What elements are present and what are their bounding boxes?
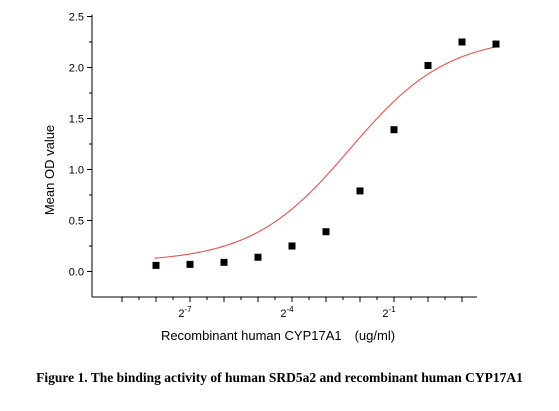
data-point <box>424 61 432 69</box>
data-point <box>390 126 398 134</box>
y-tick-label: 2.0 <box>69 63 84 75</box>
data-point <box>356 187 364 195</box>
data-point <box>152 261 160 269</box>
y-tick-label: 1.0 <box>69 165 84 177</box>
fit-curve <box>154 45 498 259</box>
data-point <box>186 260 194 268</box>
data-point <box>220 258 228 266</box>
y-axis-title: Mean OD value <box>42 125 57 215</box>
x-tick-label: 2-4 <box>280 305 294 320</box>
y-tick-label: 1.5 <box>69 114 84 126</box>
x-tick-label: 2-7 <box>178 305 192 320</box>
data-point <box>492 40 500 48</box>
data-point <box>458 38 466 46</box>
y-tick-label: 2.5 <box>69 12 84 24</box>
data-point <box>288 242 296 250</box>
data-point <box>254 253 262 261</box>
x-axis-title: Recombinant human CYP17A1 (ug/ml) <box>161 328 395 343</box>
y-tick-label: 0.5 <box>69 216 84 228</box>
data-point <box>322 228 330 236</box>
y-tick-label: 0.0 <box>69 267 84 279</box>
plot-area: 0.0 0.5 1.0 1.5 2.0 2.5 2-7 2-4 2-1 <box>69 12 500 320</box>
x-tick-label: 2-1 <box>382 305 396 320</box>
figure-caption: Figure 1. The binding activity of human … <box>36 370 523 385</box>
